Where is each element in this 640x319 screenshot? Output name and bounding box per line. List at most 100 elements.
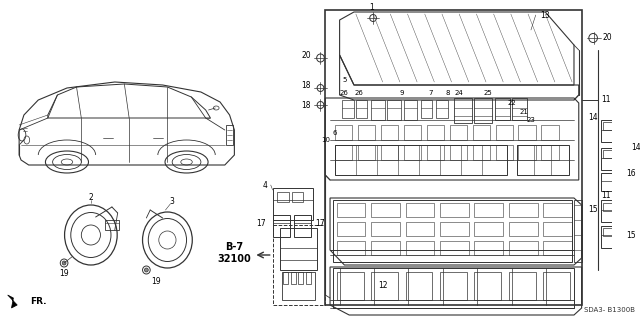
Bar <box>273 225 325 305</box>
Bar <box>427 125 444 140</box>
Bar <box>356 100 367 118</box>
Bar <box>516 145 569 175</box>
Bar <box>541 145 559 160</box>
Text: 26: 26 <box>340 90 349 96</box>
Text: B-7
32100: B-7 32100 <box>218 242 252 264</box>
Bar <box>371 203 400 217</box>
Bar <box>298 272 303 284</box>
Bar <box>358 125 375 140</box>
Bar <box>335 145 352 160</box>
Bar <box>333 200 572 262</box>
Bar <box>518 125 536 140</box>
Text: 14: 14 <box>588 114 598 122</box>
Text: 20: 20 <box>301 50 311 60</box>
Text: 8: 8 <box>445 90 450 96</box>
Bar <box>601 173 622 191</box>
Bar <box>440 272 467 300</box>
Text: 18: 18 <box>301 100 311 109</box>
Ellipse shape <box>62 261 66 265</box>
Bar <box>440 222 468 236</box>
Bar <box>371 241 400 255</box>
Text: 1: 1 <box>369 4 374 12</box>
Text: 16: 16 <box>627 168 636 177</box>
Bar <box>574 200 582 262</box>
Bar <box>474 203 503 217</box>
Bar <box>337 241 365 255</box>
Bar <box>292 192 303 202</box>
Bar <box>337 222 365 236</box>
Polygon shape <box>8 295 17 308</box>
Bar <box>450 145 467 160</box>
Bar <box>512 98 527 120</box>
Bar <box>474 241 503 255</box>
Bar <box>543 272 570 300</box>
Text: 14: 14 <box>632 144 640 152</box>
Bar <box>454 98 472 123</box>
Bar <box>472 145 490 160</box>
Bar <box>472 125 490 140</box>
Bar <box>518 145 536 160</box>
Bar <box>614 150 624 158</box>
Bar <box>474 98 492 123</box>
Bar <box>427 145 444 160</box>
Text: SDA3- B1300B: SDA3- B1300B <box>584 307 634 313</box>
Bar <box>406 222 435 236</box>
Bar <box>342 100 354 118</box>
Text: 17: 17 <box>316 219 325 228</box>
Bar <box>406 272 433 300</box>
Bar <box>541 125 559 140</box>
Text: 12: 12 <box>378 280 387 290</box>
Bar <box>509 203 538 217</box>
Text: 6: 6 <box>333 130 337 136</box>
Text: 20: 20 <box>603 33 612 42</box>
Text: 2: 2 <box>88 192 93 202</box>
Bar <box>440 203 468 217</box>
Bar <box>325 10 582 305</box>
Bar <box>603 228 612 236</box>
Bar <box>509 272 536 300</box>
Bar <box>371 272 398 300</box>
Bar <box>509 241 538 255</box>
Bar <box>105 220 118 230</box>
Text: 10: 10 <box>321 137 330 143</box>
Bar <box>421 100 433 118</box>
Bar <box>387 100 401 120</box>
Bar <box>495 125 513 140</box>
Bar <box>603 122 612 130</box>
Bar <box>358 145 375 160</box>
Bar <box>474 272 501 300</box>
Text: 4: 4 <box>263 181 268 189</box>
Bar <box>280 228 317 270</box>
Text: 9: 9 <box>399 90 404 96</box>
Text: 19: 19 <box>151 278 161 286</box>
Bar <box>601 226 626 248</box>
Bar <box>337 203 365 217</box>
Text: 23: 23 <box>527 117 536 123</box>
Bar <box>404 100 417 120</box>
Bar <box>226 125 234 145</box>
Bar <box>282 272 315 300</box>
Bar <box>474 222 503 236</box>
Bar <box>273 188 313 220</box>
Bar <box>450 125 467 140</box>
Bar <box>601 148 628 170</box>
Bar <box>335 125 352 140</box>
Bar <box>335 145 507 175</box>
Ellipse shape <box>145 268 148 272</box>
Bar <box>291 272 296 284</box>
Bar <box>371 100 385 120</box>
Text: 21: 21 <box>520 109 529 115</box>
Bar <box>543 222 572 236</box>
Bar <box>543 241 572 255</box>
Text: 17: 17 <box>257 219 266 228</box>
Bar <box>277 192 289 202</box>
Bar <box>614 122 624 130</box>
Bar <box>333 268 574 308</box>
Bar <box>406 241 435 255</box>
Bar <box>404 125 421 140</box>
Text: 26: 26 <box>355 90 363 96</box>
Bar <box>495 98 510 120</box>
Bar <box>436 100 448 118</box>
Bar <box>294 215 311 237</box>
Text: 19: 19 <box>60 269 69 278</box>
